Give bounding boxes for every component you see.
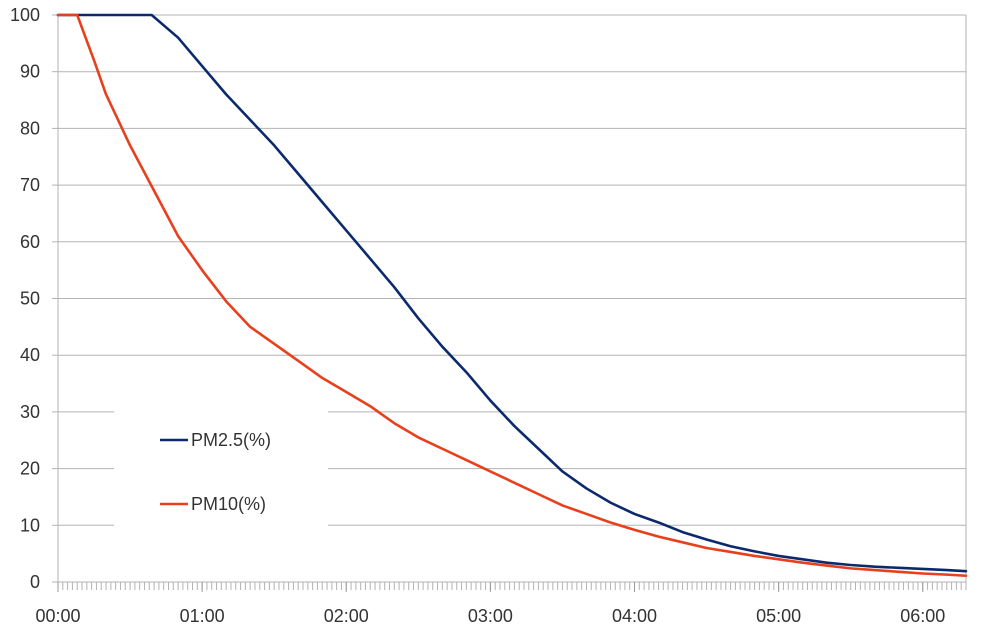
axes (52, 14, 967, 592)
y-tick-label: 50 (20, 289, 40, 309)
y-tick-label: 80 (20, 118, 40, 138)
y-tick-label: 60 (20, 232, 40, 252)
x-tick-label: 04:00 (612, 606, 657, 626)
x-minor-ticks (57, 582, 967, 590)
y-tick-label: 100 (10, 5, 40, 25)
x-tick-label: 06:00 (900, 606, 945, 626)
x-tick-label: 03:00 (468, 606, 513, 626)
legend: PM2.5(%) PM10(%) (114, 403, 328, 530)
series-line-pm25 (56, 13, 968, 573)
series-lines (56, 13, 968, 578)
y-tick-label: 40 (20, 345, 40, 365)
y-tick-label: 90 (20, 62, 40, 82)
x-tick-label: 00:00 (35, 606, 80, 626)
x-tick-label: 05:00 (756, 606, 801, 626)
legend-label: PM10(%) (191, 494, 266, 514)
y-tick-label: 20 (20, 459, 40, 479)
legend-label: PM2.5(%) (191, 430, 271, 450)
y-tick-label: 70 (20, 175, 40, 195)
x-axis-ticks: 00:00 01:00 02:00 03:00 04:00 05:00 06:00 (35, 606, 945, 626)
y-tick-label: 0 (30, 572, 40, 592)
x-tick-label: 02:00 (324, 606, 369, 626)
legend-box (114, 403, 328, 530)
y-tick-label: 30 (20, 402, 40, 422)
series-line-pm10 (56, 13, 968, 578)
x-tick-label: 01:00 (180, 606, 225, 626)
y-axis-ticks: 0 10 20 30 40 50 60 70 80 90 100 (10, 5, 40, 592)
y-tick-label: 10 (20, 515, 40, 535)
